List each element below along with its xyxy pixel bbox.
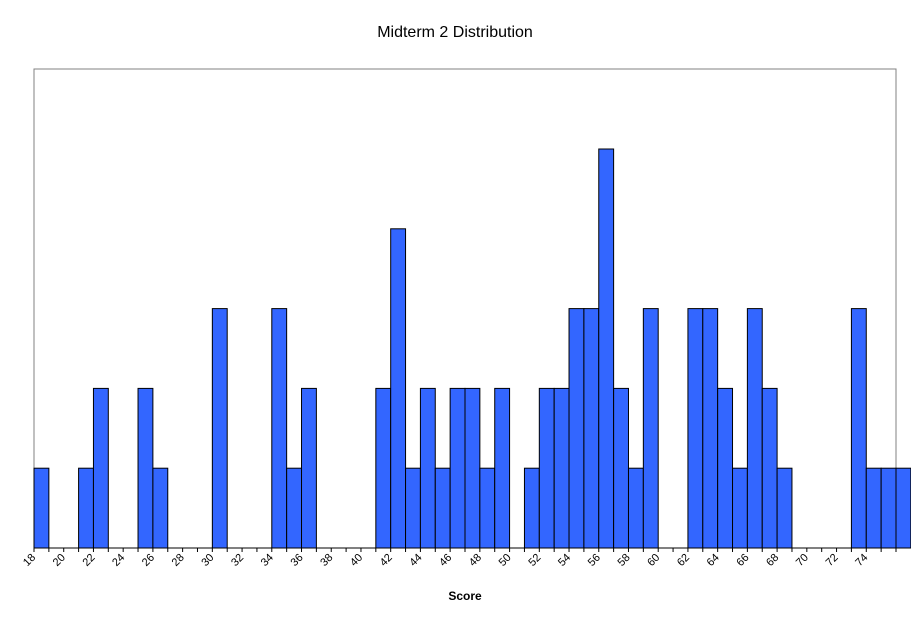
x-tick-label: 48 (467, 552, 484, 569)
bar-43 (405, 467, 421, 549)
bar-42 (390, 228, 407, 549)
x-tick-label: 42 (378, 552, 395, 569)
x-tick-label: 38 (318, 552, 335, 569)
bar-36 (301, 387, 317, 549)
x-tick-label: 74 (853, 552, 870, 569)
bar-46 (449, 387, 466, 549)
bar-57 (613, 387, 629, 549)
x-tick-label: 36 (289, 552, 306, 569)
x-tick-label: 28 (170, 552, 187, 569)
bar-64 (717, 387, 734, 549)
bar-30 (211, 308, 228, 549)
bar-74 (865, 467, 882, 549)
x-tick-label: 56 (586, 552, 603, 569)
x-tick-label: 34 (259, 552, 276, 569)
x-tick-label: 52 (526, 552, 543, 569)
bar-49 (494, 387, 511, 549)
x-tick-label: 24 (110, 552, 127, 569)
bar-65 (732, 467, 748, 549)
bar-62 (687, 308, 704, 549)
bar-34 (271, 308, 288, 549)
bar-21 (78, 467, 94, 549)
x-ticks-group (33, 548, 897, 552)
x-tick-label: 50 (497, 552, 514, 569)
x-tick-label: 70 (794, 552, 811, 569)
bar-59 (642, 308, 659, 549)
bar-25 (137, 387, 154, 549)
x-tick-label: 26 (140, 552, 157, 569)
x-tick-label: 18 (21, 552, 38, 569)
bar-54 (568, 308, 585, 549)
bar-44 (419, 387, 436, 549)
x-tick-label: 32 (229, 552, 246, 569)
x-tick-label: 40 (348, 552, 365, 569)
bar-52 (538, 387, 555, 549)
x-tick-label: 64 (705, 552, 722, 569)
bar-75 (880, 467, 897, 549)
x-tick-label: 54 (556, 552, 573, 569)
bar-26 (152, 467, 169, 549)
bar-63 (702, 308, 719, 549)
x-tick-labels-group: 18 20 22 24 26 28 30 32 34 36 38 40 42 44 46 48 50 52 54 56… (21, 552, 870, 569)
x-tick-label: 62 (675, 552, 692, 569)
x-tick-label: 46 (437, 552, 454, 569)
bar-41 (375, 387, 392, 549)
bar-22 (92, 387, 109, 549)
x-axis-label: Score (448, 589, 482, 603)
x-tick-label: 20 (51, 552, 68, 569)
x-tick-label: 44 (407, 552, 424, 569)
bar-53 (553, 387, 570, 549)
bar-67 (761, 387, 778, 549)
bar-58 (627, 467, 644, 549)
x-tick-label: 60 (645, 552, 662, 569)
x-tick-label: 58 (616, 552, 633, 569)
bar-55 (583, 308, 600, 549)
bar-68 (776, 467, 793, 549)
bar-45 (434, 467, 451, 549)
x-tick-label: 68 (764, 552, 781, 569)
bar-48 (479, 467, 496, 549)
bar-73 (850, 308, 867, 549)
bar-35 (286, 467, 303, 549)
bars-group (33, 148, 911, 549)
bar-undefined (895, 467, 911, 549)
chart-title: Midterm 2 Distribution (377, 24, 533, 41)
x-tick-label: 66 (734, 552, 751, 569)
bar-18 (33, 467, 50, 549)
x-tick-label: 72 (824, 552, 841, 569)
bar-51 (523, 467, 540, 549)
x-tick-label: 22 (80, 552, 97, 569)
bar-47 (464, 387, 481, 549)
bar-66 (746, 308, 763, 549)
bar-56 (598, 148, 615, 549)
x-tick-label: 30 (199, 552, 216, 569)
